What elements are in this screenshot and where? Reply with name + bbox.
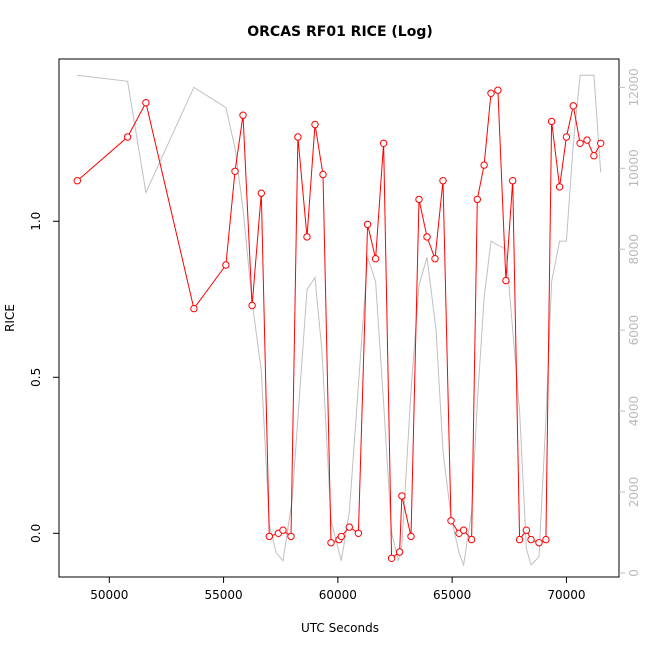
y2-tick-label: 8000 [627,234,641,265]
data-point [395,548,404,556]
data-point [123,133,132,141]
data-point [231,167,239,176]
series-layer [73,74,605,567]
data-point [562,133,571,141]
data-point [590,152,598,160]
data-point [142,99,150,107]
data-point [547,117,556,126]
y2-tick-label: 2000 [627,477,641,508]
data-point [73,177,82,185]
plot-frame [58,58,620,578]
series-line-right-axis [77,74,602,567]
chart-title: ORCAS RF01 RICE (Log) [247,24,433,40]
x-tick-label: 55000 [204,588,242,602]
data-point [576,139,584,148]
data-point [319,170,327,179]
y-tick-label: 0.0 [29,524,43,543]
data-point [257,189,265,197]
y2-tick-label: 10000 [627,149,641,187]
data-point [494,86,502,94]
y2-tick-label: 6000 [627,315,641,346]
data-point [473,195,481,204]
data-point [467,535,476,544]
data-point [303,233,311,241]
data-point [387,554,396,562]
y-tick-label: 1.0 [29,212,43,231]
data-point [502,276,510,285]
data-point [354,529,363,537]
data-point [363,220,372,229]
data-point [337,532,345,541]
data-point [583,136,591,144]
data-point [542,535,550,544]
x-tick-label: 70000 [547,588,585,602]
data-point [248,301,256,310]
data-point [407,532,415,541]
x-tick-label: 60000 [319,588,357,602]
data-point [190,304,198,313]
data-point [222,261,230,269]
data-point [447,517,455,525]
data-point [509,177,517,185]
y2-tick-label: 12000 [627,68,641,106]
data-point [487,89,495,98]
data-point [439,177,447,185]
data-point [459,526,468,534]
data-point [311,120,319,129]
data-point [279,526,287,534]
data-point [527,535,535,544]
data-point [294,133,302,141]
data-point [379,139,388,148]
y2-tick-label: 0 [627,569,641,577]
axes-layer: 50000 55000 60000 65000 70000 0.0 0.5 1.0 0 2000 4… [29,68,641,602]
x-tick-label: 50000 [90,588,128,602]
x-axis-label: UTC Seconds [301,621,379,635]
data-point [480,161,488,169]
data-point [555,183,564,191]
data-point [265,532,273,541]
data-point [515,535,524,544]
data-point [522,526,531,534]
data-point [327,539,335,547]
data-point [287,532,295,541]
data-point [398,492,406,500]
y2-tick-label: 4000 [627,396,641,427]
data-point [423,233,431,241]
data-point [535,539,543,547]
y-axis-label: RICE [3,304,17,332]
data-point [415,195,423,204]
y-tick-label: 0.5 [29,368,43,387]
data-point [345,523,353,531]
x-tick-label: 65000 [433,588,471,602]
data-point [431,255,439,263]
data-point [569,102,577,110]
data-point [597,139,605,148]
data-point [371,255,380,263]
data-point [239,111,247,119]
